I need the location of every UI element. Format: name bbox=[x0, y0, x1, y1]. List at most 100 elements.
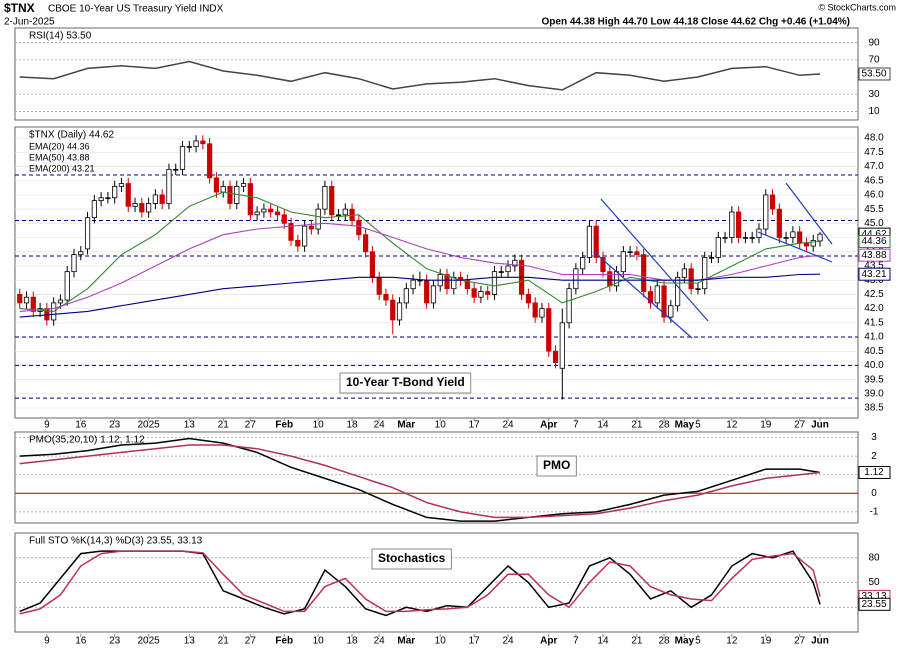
candle-body bbox=[444, 274, 450, 290]
y-tick-label: 48.0 bbox=[864, 133, 884, 144]
candle-body bbox=[627, 251, 633, 253]
candle-body bbox=[803, 242, 810, 247]
candle-body bbox=[681, 268, 687, 278]
annotation-box bbox=[339, 372, 472, 394]
x-tick-label: Mar bbox=[397, 636, 415, 647]
candle-body bbox=[661, 285, 667, 318]
x-tick-label: 23 bbox=[109, 420, 121, 431]
candle-body bbox=[301, 225, 308, 247]
x-tick-label: 5 bbox=[695, 420, 701, 431]
candle-body bbox=[227, 185, 233, 204]
quote: Open 44.38 High 44.70 Low 44.18 Close 44… bbox=[542, 17, 850, 28]
candle-body bbox=[546, 308, 552, 352]
value-tag bbox=[858, 597, 891, 611]
y-tick-label: 70 bbox=[868, 54, 880, 65]
y-tick-label: 45.5 bbox=[864, 204, 884, 215]
x-tick-label: 7 bbox=[573, 420, 579, 431]
value-tag bbox=[858, 67, 891, 81]
x-tick-label: 24 bbox=[374, 420, 386, 431]
candle-body bbox=[715, 237, 721, 258]
candle-body bbox=[573, 268, 579, 290]
candle-body bbox=[396, 302, 403, 321]
panel-title: Full STO %K(14,3) %D(3) 23.55, 33.13 bbox=[29, 536, 203, 547]
x-tick-label: 10 bbox=[313, 636, 325, 647]
x-tick-label: 21 bbox=[218, 636, 230, 647]
candle-body bbox=[695, 288, 701, 290]
panel-frame bbox=[14, 126, 859, 419]
candle-body bbox=[498, 271, 504, 273]
x-tick-label: 27 bbox=[245, 636, 257, 647]
candle-body bbox=[593, 225, 599, 258]
candle-body bbox=[254, 211, 260, 216]
x-tick-label: 24 bbox=[502, 636, 514, 647]
y-tick-label: 0 bbox=[871, 488, 877, 499]
candle-body bbox=[132, 203, 138, 207]
x-tick-label: 17 bbox=[469, 420, 481, 431]
candle-body bbox=[281, 214, 287, 224]
candle-body bbox=[532, 302, 538, 318]
candle-body bbox=[424, 279, 430, 304]
annotation-box bbox=[371, 548, 452, 570]
candle-body bbox=[118, 183, 125, 187]
candle-body bbox=[295, 239, 301, 247]
credit: © StockCharts.com bbox=[818, 2, 896, 12]
candle-body bbox=[647, 291, 654, 304]
value-tag bbox=[858, 235, 891, 249]
candle-body bbox=[749, 237, 755, 239]
value-tag-label: 44.62 bbox=[861, 229, 886, 240]
value-tag-label: 44.36 bbox=[861, 236, 886, 247]
value-tag-label: 43.88 bbox=[861, 250, 886, 261]
x-tick-label: 14 bbox=[597, 636, 609, 647]
candle-body bbox=[383, 293, 389, 301]
y-tick-label: 46.5 bbox=[864, 175, 884, 186]
candle-body bbox=[736, 211, 742, 238]
x-tick-label: 19 bbox=[760, 636, 772, 647]
x-tick-label: 21 bbox=[218, 420, 230, 431]
x-tick-label: 17 bbox=[469, 636, 481, 647]
candle-body bbox=[688, 268, 694, 290]
candle-body bbox=[152, 194, 158, 204]
candle-body bbox=[112, 185, 118, 199]
candle-body bbox=[335, 214, 342, 217]
value-tag-label: 23.55 bbox=[861, 599, 886, 610]
x-tick-label: 19 bbox=[760, 420, 772, 431]
x-tick-label: Apr bbox=[540, 636, 557, 647]
date: 2-Jun-2025 bbox=[4, 17, 55, 28]
candle-body bbox=[98, 197, 104, 202]
candle-body bbox=[315, 208, 321, 230]
y-tick-label: 80 bbox=[868, 552, 880, 563]
x-tick-label: Feb bbox=[275, 420, 293, 431]
candle-body bbox=[17, 293, 23, 304]
candle-body bbox=[91, 200, 97, 219]
trend-line bbox=[757, 231, 833, 263]
candle-body bbox=[125, 183, 131, 207]
legend-entry: EMA(50) 43.88 bbox=[29, 152, 90, 162]
value-tag-label: 1.12 bbox=[864, 467, 884, 478]
candle-body bbox=[186, 146, 192, 148]
candle-body bbox=[159, 194, 165, 204]
annotation: 10-Year T-Bond Yield bbox=[346, 375, 465, 389]
candle-body bbox=[268, 208, 274, 213]
candle-body bbox=[634, 251, 640, 255]
value-tag-label: 43.21 bbox=[861, 269, 886, 280]
candle-body bbox=[505, 265, 511, 273]
candle-body bbox=[566, 288, 572, 324]
x-tick-label: Feb bbox=[275, 636, 293, 647]
trend-line bbox=[785, 182, 833, 245]
candle-body bbox=[817, 233, 823, 242]
x-tick-label: May bbox=[675, 636, 695, 647]
candle-body bbox=[708, 257, 715, 259]
trend-line bbox=[593, 251, 693, 339]
x-tick-label: 18 bbox=[347, 420, 359, 431]
y-tick-label: 43.5 bbox=[864, 261, 884, 272]
candle-body bbox=[57, 299, 64, 304]
candle-body bbox=[742, 237, 749, 239]
x-tick-label: May bbox=[675, 420, 695, 431]
candle-body bbox=[308, 225, 314, 230]
x-tick-label: 18 bbox=[347, 636, 359, 647]
candle-body bbox=[78, 251, 84, 255]
x-tick-label: 24 bbox=[374, 636, 386, 647]
x-tick-label: 10 bbox=[313, 420, 325, 431]
x-tick-label: 2025 bbox=[137, 636, 160, 647]
